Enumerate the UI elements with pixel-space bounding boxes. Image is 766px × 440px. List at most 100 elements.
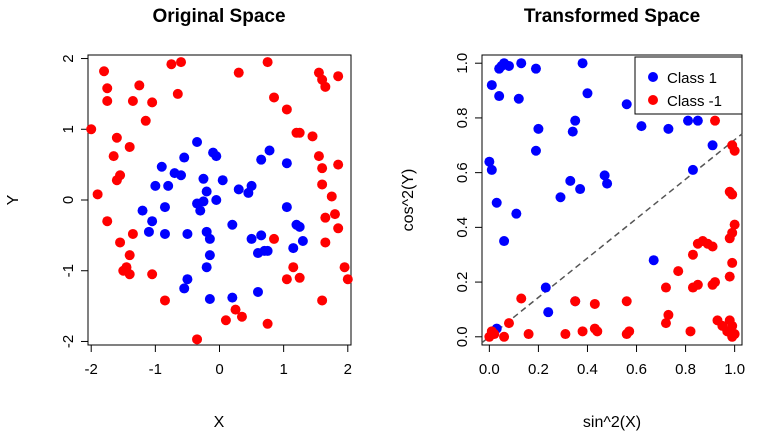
right-point-series-1 bbox=[499, 236, 510, 247]
left-point-series-2 bbox=[127, 228, 138, 239]
right-point-series-2 bbox=[560, 329, 571, 340]
right-x-axis-label: sin^2(X) bbox=[583, 414, 641, 431]
left-point-series-2 bbox=[86, 124, 97, 135]
right-point-series-1 bbox=[692, 115, 703, 126]
right-y-tick-label: 1.0 bbox=[454, 53, 471, 74]
left-point-series-2 bbox=[288, 262, 299, 273]
left-point-series-2 bbox=[262, 318, 273, 329]
right-point-series-2 bbox=[710, 115, 721, 126]
right-y-tick-label: 0.6 bbox=[454, 162, 471, 183]
right-point-series-2 bbox=[660, 318, 671, 329]
right-point-series-1 bbox=[577, 58, 588, 69]
left-point-series-2 bbox=[220, 315, 231, 326]
right-point-series-1 bbox=[602, 178, 613, 189]
left-point-series-1 bbox=[198, 196, 209, 207]
right-point-series-2 bbox=[486, 326, 497, 337]
left-point-series-1 bbox=[195, 205, 206, 216]
right-point-series-1 bbox=[530, 63, 541, 74]
left-x-axis-label: X bbox=[214, 414, 225, 431]
left-point-series-2 bbox=[140, 115, 151, 126]
left-point-series-1 bbox=[281, 158, 292, 169]
right-point-series-2 bbox=[724, 233, 735, 244]
left-x-tick-label: 1 bbox=[279, 361, 287, 378]
left-point-series-1 bbox=[233, 184, 244, 195]
left-point-series-2 bbox=[166, 59, 177, 70]
right-point-series-2 bbox=[673, 266, 684, 277]
legend: Class 1 Class -1 bbox=[634, 56, 743, 115]
right-point-series-1 bbox=[621, 99, 632, 110]
legend-marker-class-neg1 bbox=[648, 95, 658, 105]
right-point-series-2 bbox=[570, 296, 581, 307]
left-point-series-1 bbox=[294, 221, 305, 232]
right-x-tick-label: 0.8 bbox=[675, 361, 696, 378]
left-point-series-2 bbox=[320, 81, 331, 92]
left-point-series-1 bbox=[262, 245, 273, 256]
left-point-series-2 bbox=[147, 97, 158, 108]
left-point-series-1 bbox=[204, 294, 215, 305]
right-point-series-2 bbox=[577, 326, 588, 337]
left-point-series-1 bbox=[211, 151, 222, 162]
right-point-series-1 bbox=[599, 170, 610, 181]
left-point-series-1 bbox=[150, 180, 161, 191]
right-point-series-2 bbox=[729, 145, 740, 156]
left-point-series-1 bbox=[192, 137, 203, 147]
left-point-series-2 bbox=[127, 95, 138, 106]
right-point-series-1 bbox=[540, 282, 551, 293]
left-point-series-1 bbox=[156, 161, 167, 172]
right-panel: Transformed Space sin^2(X) cos^2(Y) 0.0 0… bbox=[400, 6, 745, 431]
left-point-series-1 bbox=[182, 228, 193, 239]
left-point-series-2 bbox=[281, 104, 292, 115]
left-point-series-1 bbox=[147, 216, 158, 227]
left-point-series-2 bbox=[281, 274, 292, 285]
left-point-series-1 bbox=[159, 228, 170, 239]
left-point-series-1 bbox=[143, 226, 154, 237]
right-point-series-2 bbox=[685, 326, 696, 337]
left-point-series-1 bbox=[204, 233, 215, 244]
right-point-series-2 bbox=[729, 219, 740, 230]
right-point-series-1 bbox=[575, 184, 586, 195]
left-point-series-2 bbox=[317, 295, 328, 306]
right-point-series-2 bbox=[621, 329, 632, 340]
left-point-series-2 bbox=[102, 95, 113, 106]
right-point-series-1 bbox=[636, 121, 647, 132]
left-x-tick-label: 0 bbox=[215, 361, 223, 378]
left-point-series-1 bbox=[201, 262, 212, 273]
right-x-tick-label: 1.0 bbox=[724, 361, 745, 378]
left-point-series-1 bbox=[281, 202, 292, 213]
left-point-series-2 bbox=[342, 274, 353, 285]
left-y-axis-label: Y bbox=[5, 194, 22, 205]
right-point-series-1 bbox=[494, 91, 505, 102]
left-point-series-1 bbox=[252, 286, 263, 297]
left-point-series-2 bbox=[192, 334, 203, 345]
right-point-series-1 bbox=[582, 88, 593, 99]
left-point-series-2 bbox=[313, 151, 324, 162]
left-point-series-2 bbox=[92, 189, 103, 200]
right-point-series-2 bbox=[503, 318, 514, 329]
left-point-series-2 bbox=[326, 191, 337, 202]
left-y-tick-label: -2 bbox=[60, 335, 77, 348]
left-point-series-1 bbox=[217, 175, 228, 186]
right-y-tick-label: 0.8 bbox=[454, 107, 471, 128]
right-point-series-2 bbox=[499, 331, 510, 342]
left-point-series-1 bbox=[137, 205, 148, 216]
right-point-series-1 bbox=[513, 93, 524, 104]
left-point-series-1 bbox=[179, 283, 190, 294]
left-y-tick-label: -1 bbox=[60, 264, 77, 277]
right-point-series-1 bbox=[687, 164, 698, 175]
left-point-series-2 bbox=[307, 131, 318, 142]
right-point-series-2 bbox=[727, 331, 738, 342]
right-point-series-2 bbox=[727, 320, 738, 331]
left-point-series-2 bbox=[320, 237, 331, 248]
left-panel: Original Space X Y -2 -1 0 1 2 -2 -1 0 1 2 bbox=[5, 6, 353, 431]
left-y-tick-label: 0 bbox=[60, 196, 77, 204]
left-y-tick-label: 2 bbox=[60, 54, 77, 62]
right-chart-title: Transformed Space bbox=[524, 6, 700, 27]
left-point-series-2 bbox=[108, 151, 119, 162]
left-x-tick-label: -2 bbox=[85, 361, 98, 378]
left-chart-title: Original Space bbox=[152, 6, 285, 27]
right-point-series-2 bbox=[727, 189, 738, 200]
right-point-series-1 bbox=[491, 197, 502, 208]
right-point-series-2 bbox=[692, 279, 703, 290]
left-point-series-2 bbox=[111, 175, 122, 186]
right-point-series-2 bbox=[727, 257, 738, 268]
